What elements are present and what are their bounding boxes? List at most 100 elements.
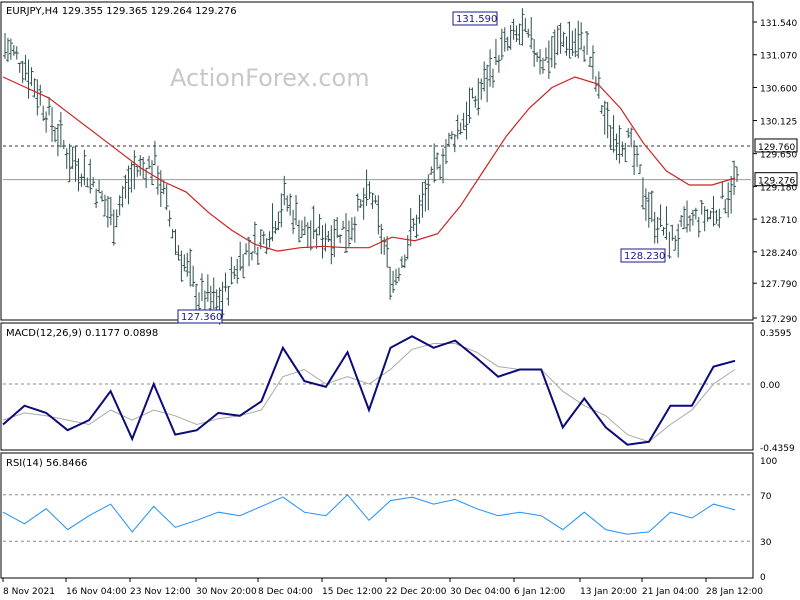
price-bar <box>629 127 634 148</box>
price-bar <box>658 204 663 228</box>
svg-text:131.590: 131.590 <box>456 14 497 25</box>
price-bar <box>82 149 87 186</box>
price-bar <box>567 21 572 59</box>
price-bar <box>423 179 428 212</box>
price-bar <box>517 23 522 45</box>
price-bar <box>441 148 446 184</box>
price-bar <box>141 156 146 180</box>
price-bar <box>585 31 590 55</box>
price-bar <box>276 211 281 231</box>
price-bar <box>526 28 531 38</box>
price-bar <box>14 46 19 60</box>
price-bar <box>367 181 372 199</box>
price-bar <box>94 188 99 209</box>
price-bar <box>514 25 519 42</box>
price-bar <box>344 213 349 253</box>
price-bar <box>105 195 110 228</box>
price-bar <box>414 214 419 239</box>
price-tick-label: 127.790 <box>760 280 797 290</box>
price-tick-label: 131.540 <box>760 19 797 29</box>
macd-panel <box>0 322 754 451</box>
macd-line <box>2 335 736 446</box>
price-bar <box>388 266 393 300</box>
price-bar <box>561 31 566 48</box>
price-bar <box>355 193 360 212</box>
price-bar <box>590 45 595 80</box>
price-bar <box>317 214 322 236</box>
x-tick-label: 30 Dec 04:00 <box>450 587 511 597</box>
price-bar <box>626 128 631 138</box>
price-bar <box>602 100 607 135</box>
price-bar <box>349 217 354 241</box>
price-bar <box>635 145 640 167</box>
price-bar <box>520 8 525 46</box>
rsi-tick-label: 30 <box>760 538 772 548</box>
price-bar <box>679 215 684 227</box>
price-tick-label: 131.070 <box>760 52 797 62</box>
macd-tick-label: 0.00 <box>760 381 780 391</box>
price-bar <box>17 62 22 73</box>
price-bar <box>241 254 246 279</box>
price-bar <box>723 199 728 214</box>
price-panel <box>0 1 754 321</box>
price-bar <box>264 238 269 255</box>
price-bar <box>252 221 257 254</box>
price-bar <box>376 195 381 235</box>
price-bar <box>670 224 675 241</box>
price-bar <box>311 205 316 240</box>
rsi-header: RSI(14) 56.8466 <box>6 458 87 469</box>
price-bar <box>693 207 698 220</box>
price-bar <box>652 211 657 244</box>
price-bar <box>294 195 299 226</box>
price-bar <box>249 251 254 261</box>
x-tick-label: 15 Dec 12:00 <box>322 587 383 597</box>
price-bar <box>126 165 131 205</box>
price-bar <box>123 174 128 199</box>
x-tick-label: 13 Jan 20:00 <box>580 587 637 597</box>
price-bar <box>164 184 169 211</box>
price-bar <box>296 220 301 243</box>
price-bar <box>667 231 672 259</box>
price-bar <box>182 254 187 272</box>
price-bar <box>132 150 137 190</box>
x-tick-label: 23 Nov 12:00 <box>130 587 191 597</box>
price-bar <box>435 152 440 170</box>
price-bar <box>637 164 642 174</box>
price-bar <box>529 17 534 50</box>
price-bar <box>47 96 52 116</box>
rsi-tick-label: 0 <box>760 573 766 583</box>
macd-signal-line <box>2 343 736 443</box>
price-bar <box>44 111 49 133</box>
price-bar <box>211 277 216 310</box>
price-bar <box>335 217 340 238</box>
price-bar <box>308 220 313 251</box>
price-bar <box>167 210 172 227</box>
price-bar <box>643 188 648 221</box>
price-bar <box>393 268 398 286</box>
price-bar <box>717 208 722 228</box>
resistance-label: 129.760 <box>754 138 798 153</box>
price-bar <box>205 274 210 302</box>
price-bar <box>20 60 25 84</box>
price-bar <box>555 25 560 56</box>
price-bar <box>452 134 457 153</box>
price-bar <box>299 220 304 239</box>
price-bar <box>461 112 466 131</box>
price-bar <box>438 164 443 180</box>
x-tick-label: 28 Jan 12:00 <box>706 587 763 597</box>
price-bar <box>579 22 584 50</box>
x-tick-label: 8 Dec 04:00 <box>258 587 313 597</box>
price-bar <box>64 148 69 169</box>
watermark: ActionForex.com <box>170 64 370 92</box>
rsi-line <box>2 494 736 535</box>
price-bar <box>582 45 587 63</box>
price-bar <box>446 132 451 147</box>
price-bar <box>476 78 481 116</box>
price-bar <box>511 18 516 40</box>
price-bar <box>329 225 334 265</box>
price-bar <box>158 170 163 208</box>
price-bar <box>373 195 378 204</box>
price-bar <box>576 20 581 59</box>
price-bar <box>420 182 425 218</box>
